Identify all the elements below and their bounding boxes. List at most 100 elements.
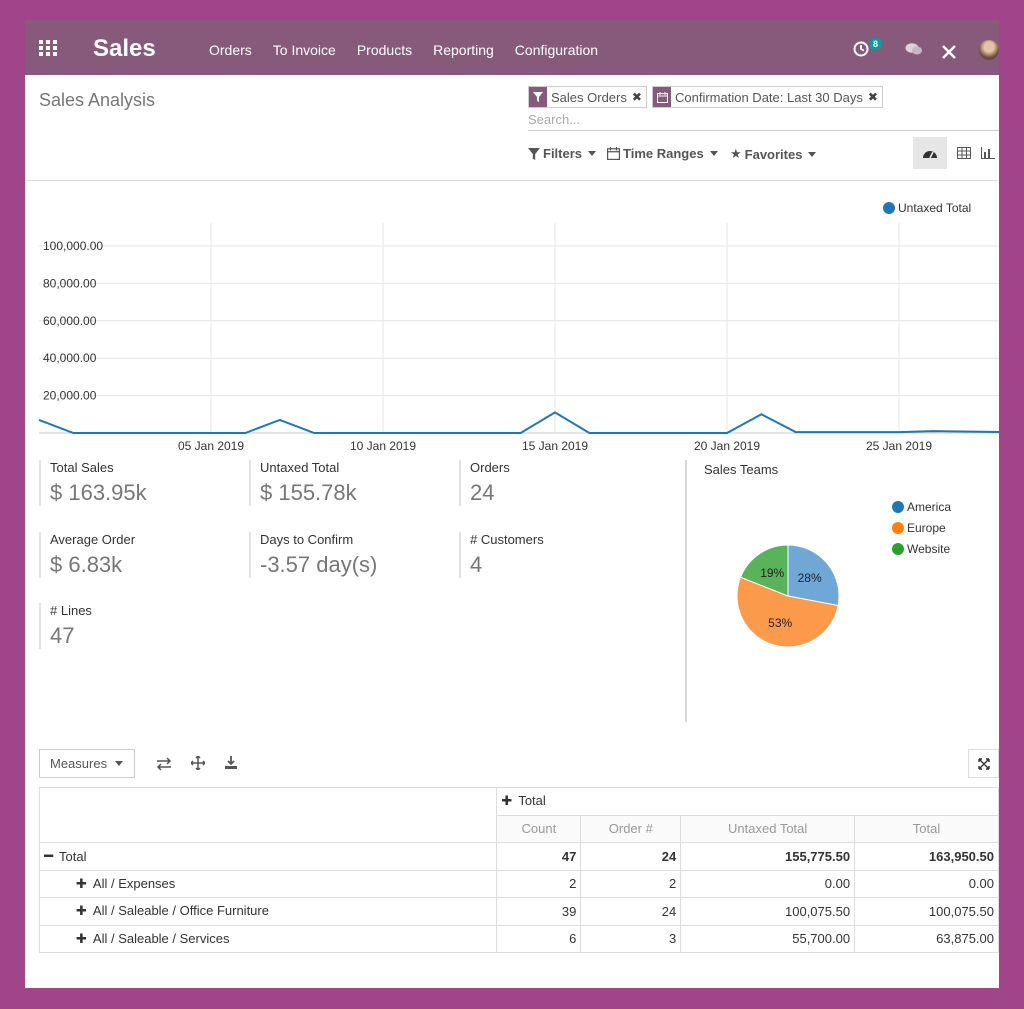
time-ranges-label: Time Ranges — [623, 146, 704, 161]
apps-menu-icon[interactable] — [39, 40, 57, 56]
dashboard-view-button[interactable] — [913, 137, 947, 169]
row-header-services[interactable]: ✚ All / Saleable / Services — [38, 924, 498, 953]
debug-tools-icon[interactable] — [941, 44, 957, 60]
expand-arrows-icon — [977, 757, 990, 770]
cell: 0.00 — [680, 869, 856, 898]
app-brand[interactable]: Sales — [93, 35, 156, 62]
fullscreen-button[interactable] — [968, 749, 999, 778]
kpi-untaxed-total[interactable]: Untaxed Total $ 155.78k — [249, 460, 357, 506]
pie-slice-label: 53% — [768, 616, 792, 630]
cell: 47 — [496, 842, 582, 871]
x-tick-label: 10 Jan 2019 — [350, 439, 416, 451]
row-header-expenses[interactable]: ✚ All / Expenses — [38, 869, 498, 898]
facet-label: Sales Orders — [551, 89, 627, 105]
kpi-total-sales[interactable]: Total Sales $ 163.95k — [39, 460, 147, 506]
search-facet-confirmation-date: Confirmation Date: Last 30 Days ✖ — [652, 86, 883, 108]
table-row: ✚ All / Saleable / Services 6 3 55,700.00… — [38, 924, 999, 953]
pie-slice-europe[interactable] — [736, 576, 839, 648]
filters-dropdown[interactable]: Filters — [528, 146, 597, 161]
menu-item-reporting[interactable]: Reporting — [433, 42, 494, 58]
remove-facet-icon[interactable]: ✖ — [631, 90, 642, 104]
cell: 6 — [496, 924, 582, 953]
kpi-average-order[interactable]: Average Order $ 6.83k — [39, 532, 135, 578]
user-avatar[interactable] — [979, 40, 999, 60]
y-tick-label: 20,000.00 — [43, 389, 97, 403]
y-tick-label: 40,000.00 — [43, 351, 97, 365]
kpi-customers[interactable]: # Customers 4 — [459, 532, 544, 578]
cell: 155,775.50 — [680, 842, 856, 871]
kpi-label: Untaxed Total — [260, 460, 340, 475]
cell: 55,700.00 — [680, 924, 856, 953]
legend-label: Website — [907, 542, 951, 556]
kpi-value: $ 6.83k — [50, 552, 123, 577]
bar-chart-icon — [981, 147, 995, 159]
chat-icon[interactable] — [905, 42, 923, 56]
time-ranges-dropdown[interactable]: Time Ranges — [607, 146, 718, 161]
flip-axis-icon[interactable] — [156, 757, 172, 771]
remove-facet-icon[interactable]: ✖ — [867, 90, 878, 104]
download-icon[interactable] — [224, 756, 238, 770]
measure-header-total[interactable]: Total — [854, 814, 999, 843]
measure-header-order-count[interactable]: Order # — [580, 814, 682, 843]
star-icon: ★ — [730, 146, 742, 161]
filter-icon — [528, 147, 540, 160]
menu-item-configuration[interactable]: Configuration — [514, 42, 599, 58]
kpi-days-to-confirm[interactable]: Days to Confirm -3.57 day(s) — [249, 532, 377, 578]
filter-icon — [529, 87, 547, 107]
row-label: All / Expenses — [92, 875, 176, 891]
measures-label: Measures — [50, 756, 108, 771]
favorites-label: Favorites — [744, 146, 803, 162]
row-header-office-furniture[interactable]: ✚ All / Saleable / Office Furniture — [38, 897, 498, 926]
pie-slice-label: 28% — [798, 571, 822, 585]
favorites-dropdown[interactable]: ★ Favorites — [730, 146, 817, 162]
legend-america[interactable]: America — [892, 500, 951, 514]
x-tick-label: 25 Jan 2019 — [866, 439, 932, 451]
measures-dropdown[interactable]: Measures — [39, 749, 135, 778]
legend-label: America — [907, 500, 952, 514]
kpi-value: 47 — [50, 623, 75, 648]
plus-icon: ✚ — [76, 930, 87, 946]
search-input[interactable] — [528, 109, 999, 131]
series-line-untaxed-total — [38, 411, 999, 434]
kpi-label: Days to Confirm — [260, 532, 354, 547]
kpi-value: -3.57 day(s) — [260, 552, 378, 577]
expand-all-icon[interactable] — [191, 756, 205, 770]
table-grid-icon — [957, 147, 971, 159]
legend-europe[interactable]: Europe — [892, 521, 946, 535]
pivot-col-group-row: ✚ Total — [38, 787, 999, 843]
menu-item-products[interactable]: Products — [356, 42, 413, 58]
graph-view-button[interactable] — [981, 137, 999, 169]
cell: 2 — [580, 869, 682, 898]
table-row: ✚ All / Saleable / Office Furniture 39 24… — [38, 897, 999, 926]
cell: 0.00 — [854, 869, 999, 898]
kpi-lines[interactable]: # Lines 47 — [39, 603, 92, 649]
x-tick-label: 05 Jan 2019 — [178, 439, 244, 451]
pie-slice-website[interactable] — [739, 544, 789, 597]
row-header-total[interactable]: ━ Total — [38, 842, 498, 871]
x-tick-label: 15 Jan 2019 — [522, 439, 588, 451]
menu-item-orders[interactable]: Orders — [209, 42, 252, 58]
cell: 100,075.50 — [854, 897, 999, 926]
cell: 39 — [496, 897, 582, 926]
sales-teams-pie-chart: 28% 53% 19% — [736, 544, 840, 648]
cell: 2 — [496, 869, 582, 898]
x-tick-label: 20 Jan 2019 — [694, 439, 760, 451]
kpi-value: $ 155.78k — [260, 480, 357, 505]
menu-item-to-invoice[interactable]: To Invoice — [272, 42, 336, 58]
pivot-measure-row: Count Order # Untaxed Total Total — [40, 814, 999, 843]
pie-slice-label: 19% — [760, 566, 784, 580]
page-title: Sales Analysis — [39, 90, 156, 110]
pivot-col-header-total[interactable]: ✚ Total — [496, 787, 999, 816]
app-window: Sales Orders To Invoice Products Reporti… — [25, 20, 999, 988]
activity-clock-icon[interactable] — [853, 41, 869, 57]
legend-website[interactable]: Website — [892, 542, 950, 556]
measure-header-count[interactable]: Count — [496, 814, 582, 843]
cell: 63,875.00 — [854, 924, 999, 953]
pie-slice-america[interactable] — [787, 544, 840, 607]
pivot-view-button[interactable] — [947, 137, 981, 169]
measure-header-untaxed-total[interactable]: Untaxed Total — [680, 814, 856, 843]
kpi-orders[interactable]: Orders 24 — [459, 460, 510, 506]
y-tick-label: 60,000.00 — [43, 314, 97, 328]
table-row: ✚ All / Expenses 2 2 0.00 0.00 — [38, 869, 999, 898]
section-divider — [685, 460, 687, 722]
